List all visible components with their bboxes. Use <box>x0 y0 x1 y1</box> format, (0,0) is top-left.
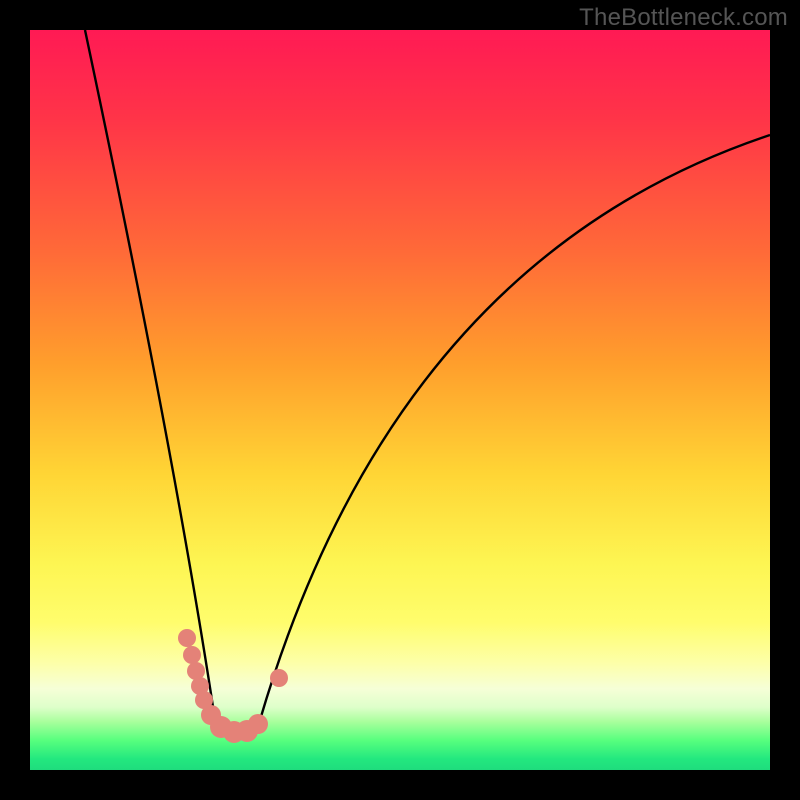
data-marker <box>270 669 288 687</box>
data-marker <box>183 646 201 664</box>
data-marker <box>248 714 268 734</box>
data-marker <box>178 629 196 647</box>
watermark-text: TheBottleneck.com <box>579 4 788 32</box>
plot-background <box>30 30 770 770</box>
chart-frame: TheBottleneck.com <box>0 0 800 800</box>
bottleneck-chart <box>0 0 800 800</box>
